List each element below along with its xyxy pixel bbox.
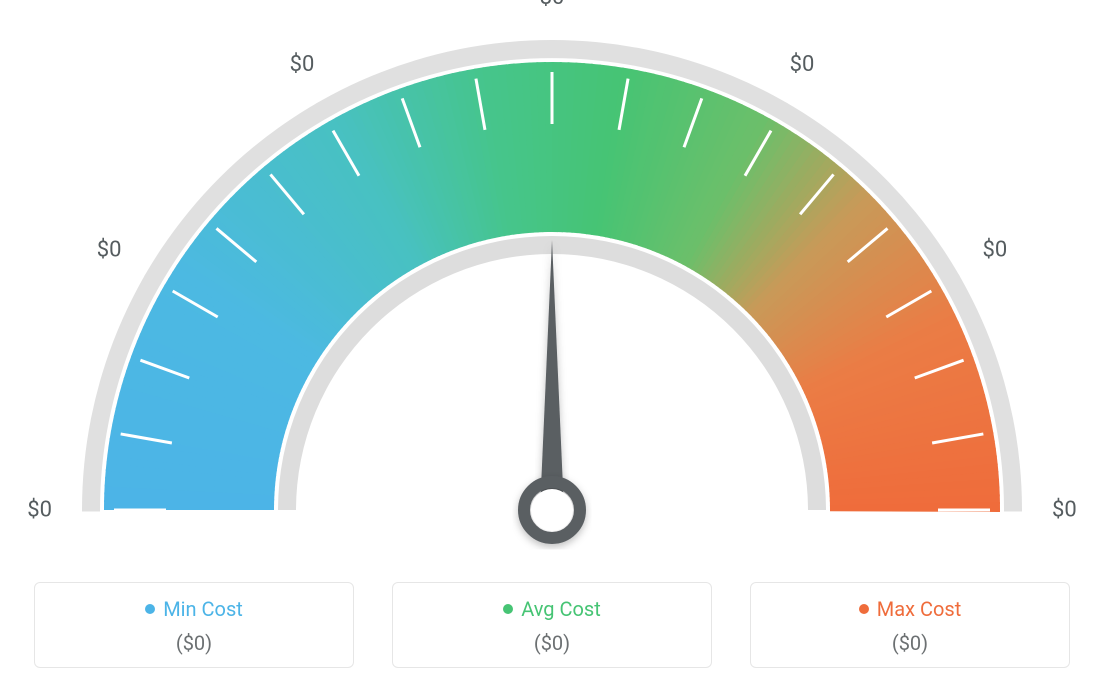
gauge-tick-label: $0 (790, 52, 815, 77)
legend-dot-avg (503, 604, 513, 614)
gauge-tick-label: $0 (97, 238, 122, 263)
gauge-cost-chart: $0 $0 $0 $0 $0 $0 $0 Min Cost ($0) Avg Cost ($… (0, 0, 1104, 690)
gauge-area: $0$0$0$0$0$0$0 (0, 20, 1104, 560)
legend-row: Min Cost ($0) Avg Cost ($0) Max Cost ($0… (34, 582, 1070, 668)
legend-title-max: Max Cost (859, 597, 962, 621)
legend-card-max: Max Cost ($0) (750, 582, 1070, 668)
legend-dot-max (859, 604, 869, 614)
legend-title-min: Min Cost (145, 597, 243, 621)
legend-dot-min (145, 604, 155, 614)
legend-value-min: ($0) (45, 631, 343, 655)
gauge-tick-label: $0 (1052, 498, 1077, 523)
legend-label-max: Max Cost (877, 597, 962, 621)
gauge-tick-label: $0 (27, 498, 52, 523)
legend-value-avg: ($0) (403, 631, 701, 655)
legend-title-avg: Avg Cost (503, 597, 601, 621)
gauge-tick-label: $0 (540, 0, 565, 10)
gauge-tick-label: $0 (290, 52, 315, 77)
legend-value-max: ($0) (761, 631, 1059, 655)
legend-card-avg: Avg Cost ($0) (392, 582, 712, 668)
gauge-svg (0, 20, 1104, 580)
gauge-tick-label: $0 (983, 238, 1008, 263)
legend-card-min: Min Cost ($0) (34, 582, 354, 668)
legend-label-min: Min Cost (163, 597, 243, 621)
legend-label-avg: Avg Cost (521, 597, 601, 621)
